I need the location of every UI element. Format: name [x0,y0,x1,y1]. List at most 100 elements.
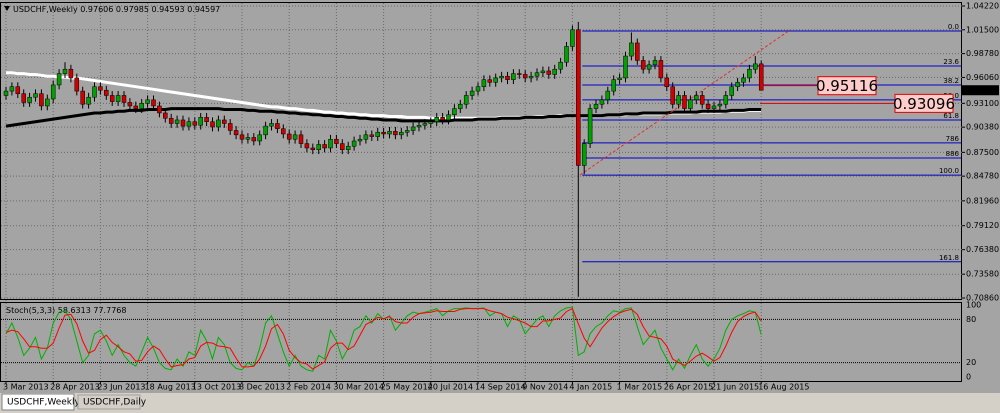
y-tick-label: 80 [966,315,976,324]
main-frame [0,2,962,300]
candle-body [646,64,652,70]
candle-body [410,126,416,131]
candle-body [15,86,21,94]
candle-body [168,117,174,124]
x-tick-label: 16 Aug 2015 [758,383,809,392]
x-tick-label: 14 Sep 2014 [475,383,526,392]
y-tick-label: 0.73580 [966,270,999,279]
candle-body [463,95,469,105]
candle-body [351,140,357,147]
candle-body [210,121,215,128]
candle-body [664,77,670,87]
candle-body [257,134,262,142]
candle-body [216,119,221,128]
candle-body [139,103,144,109]
x-tick-label: 25 May 2014 [381,383,433,392]
candle-body [322,144,327,149]
price-tag-box [894,93,954,113]
candle-body [735,82,740,87]
x-tick-label: 3 Mar 2013 [3,383,49,392]
candle-body [298,134,304,144]
candle-body [570,29,575,47]
candle-body [475,86,481,92]
candle-body [528,75,534,79]
y-tick-label: 1.01500 [966,25,999,34]
candle-body [758,63,764,91]
candle-body [286,133,292,140]
candle-body [251,137,257,142]
tab[interactable] [77,394,141,410]
candle-body [174,119,180,124]
candle-body [605,90,611,101]
candle-body [522,74,528,79]
y-tick-label: 0.70860 [966,294,999,303]
candle-body [393,131,398,136]
candle-body [115,95,121,102]
candle-body [104,89,109,96]
fib-label: 23.6 [943,58,959,66]
candle-body [699,95,705,105]
y-tick-label: 0.90380 [966,123,999,132]
collapse-icon [4,6,10,11]
candle-body [416,124,422,128]
candle-body [440,117,445,121]
candle-body [517,73,522,75]
candle-body [688,99,693,109]
stoch-main: 58.6313 [58,306,91,315]
candle-body [623,55,628,79]
candle-body [540,70,546,73]
x-tick-label: 2 Feb 2014 [286,383,331,392]
candle-body [511,73,516,80]
y-tick-label: 0.96060 [966,73,999,82]
close-value: 0.94597 [187,5,220,14]
price-tag-label: 0.93096 [893,95,955,113]
candle-body [381,131,386,135]
x-tick-label: 4 Jan 2015 [569,383,612,392]
candle-body [292,134,298,140]
candle-body [186,121,192,127]
y-tick-label: 0 [966,373,971,382]
candle-body [27,96,32,103]
candle-body [109,95,115,102]
y-tick-label: 0.84780 [966,172,999,181]
tab-active[interactable] [1,393,75,411]
x-tick-label: 30 Mar 2014 [333,383,384,392]
candle-body [499,75,504,79]
candle-body [676,95,681,105]
y-tick-label: 20 [966,358,976,367]
candle-body [670,86,675,105]
candle-body [145,99,150,104]
candle-body [245,137,251,140]
fib-label: 38.2 [943,77,959,85]
candle-body [80,90,85,105]
tab-label[interactable]: USDCHF,Daily [83,398,147,408]
candle-body [180,119,186,127]
candle-body [446,114,451,121]
x-tick-label: 8 Dec 2013 [239,383,285,392]
candle-body [452,108,457,115]
stoch-header: Stoch(5,3,3) 58.6313 77.7768 [6,306,126,315]
candle-body [729,86,734,96]
candle-body [682,95,687,109]
y-tick-label: 0.76380 [966,245,999,254]
candle-body [717,103,723,107]
candle-body [658,60,664,79]
chart-header: USDCHF,Weekly 0.97606 0.97985 0.94593 0.… [13,5,220,14]
candle-body [576,29,581,166]
candle-body [328,138,333,149]
y-tick-label: 1.04220 [966,2,999,11]
candle-body [387,131,392,135]
candle-body [345,145,351,150]
high-value: 0.97985 [116,5,149,14]
current-price-box [962,85,999,96]
fib-label: 61.8 [943,112,959,120]
candle-body [33,93,38,98]
candle-body [375,131,380,137]
candle-body [98,86,103,91]
candle-body [505,75,510,80]
y-tick-label: 0.93100 [966,99,999,108]
tab-label[interactable]: USDCHF,Weekly [7,398,80,408]
candle-body [334,138,339,144]
candle-body [369,134,375,137]
